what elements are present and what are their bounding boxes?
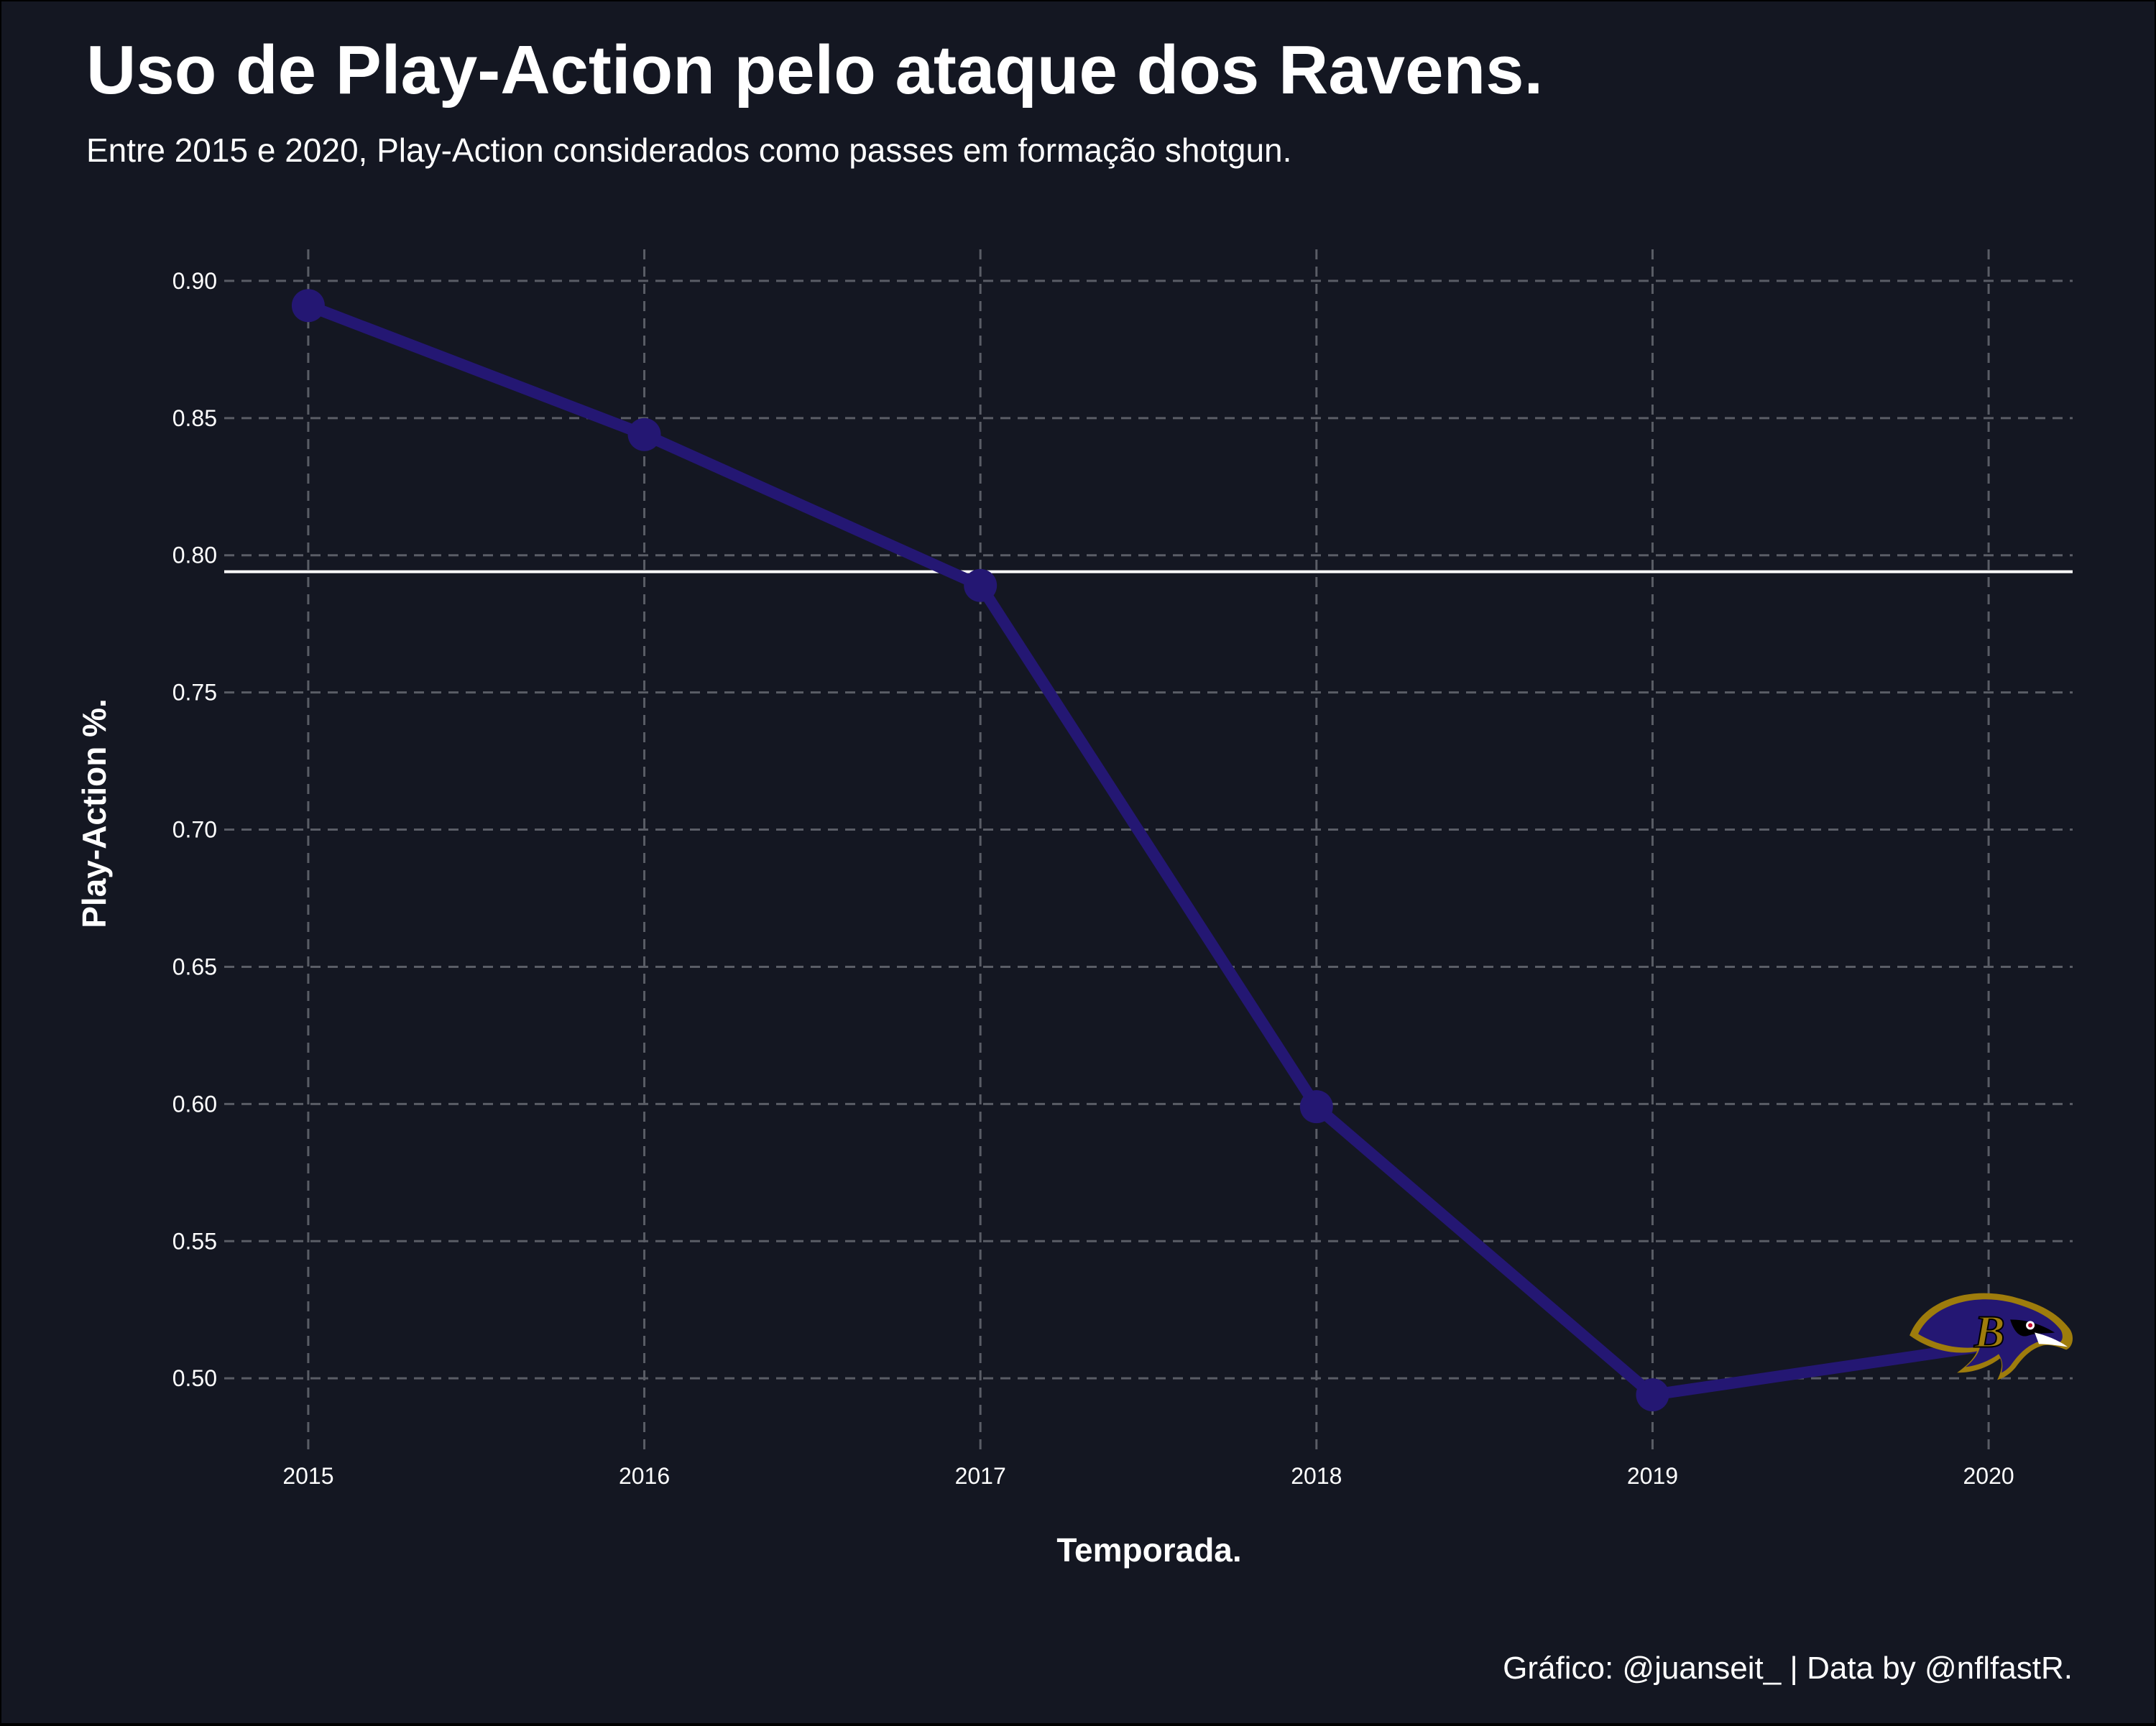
- series-group: [291, 289, 1995, 1412]
- data-point: [627, 417, 661, 451]
- baltimore-ravens-logo: B: [1909, 1293, 2073, 1380]
- x-tick-label: 2017: [955, 1463, 1006, 1489]
- y-tick-label: 0.90: [172, 268, 217, 294]
- svg-text:B: B: [1973, 1306, 2005, 1357]
- y-tick-label: 0.55: [172, 1228, 217, 1254]
- x-tick-label: 2019: [1627, 1463, 1678, 1489]
- y-tick-label: 0.65: [172, 954, 217, 979]
- y-tick-label: 0.85: [172, 405, 217, 431]
- chart-caption: Gráfico: @juanseit_ | Data by @nflfastR.: [1503, 1651, 2073, 1686]
- y-tick-label: 0.60: [172, 1091, 217, 1117]
- x-axis-title: Temporada.: [1056, 1531, 1241, 1569]
- data-point: [291, 289, 325, 323]
- y-tick-label: 0.75: [172, 680, 217, 706]
- x-tick-label: 2015: [282, 1463, 333, 1489]
- chart-subtitle: Entre 2015 e 2020, Play-Action considera…: [86, 131, 1291, 169]
- data-point: [964, 568, 998, 602]
- series-line: [302, 300, 1995, 1401]
- data-point: [1636, 1378, 1669, 1412]
- x-tick-label: 2018: [1291, 1463, 1342, 1489]
- grid-lines: [224, 249, 2073, 1457]
- x-axis-ticks: 2015 2016 2017 2018 2019 2020: [282, 1463, 2014, 1489]
- chart-title: Uso de Play-Action pelo ataque dos Raven…: [86, 32, 1543, 109]
- data-point: [1299, 1090, 1333, 1124]
- y-tick-label: 0.80: [172, 543, 217, 568]
- x-tick-label: 2020: [1963, 1463, 2014, 1489]
- y-tick-label: 0.70: [172, 817, 217, 843]
- y-tick-label: 0.50: [172, 1365, 217, 1391]
- y-axis-ticks: 0.50 0.55 0.60 0.65 0.70 0.75 0.80 0.85 0.90: [172, 268, 217, 1391]
- x-tick-label: 2016: [619, 1463, 670, 1489]
- y-axis-title: Play-Action %.: [75, 698, 113, 928]
